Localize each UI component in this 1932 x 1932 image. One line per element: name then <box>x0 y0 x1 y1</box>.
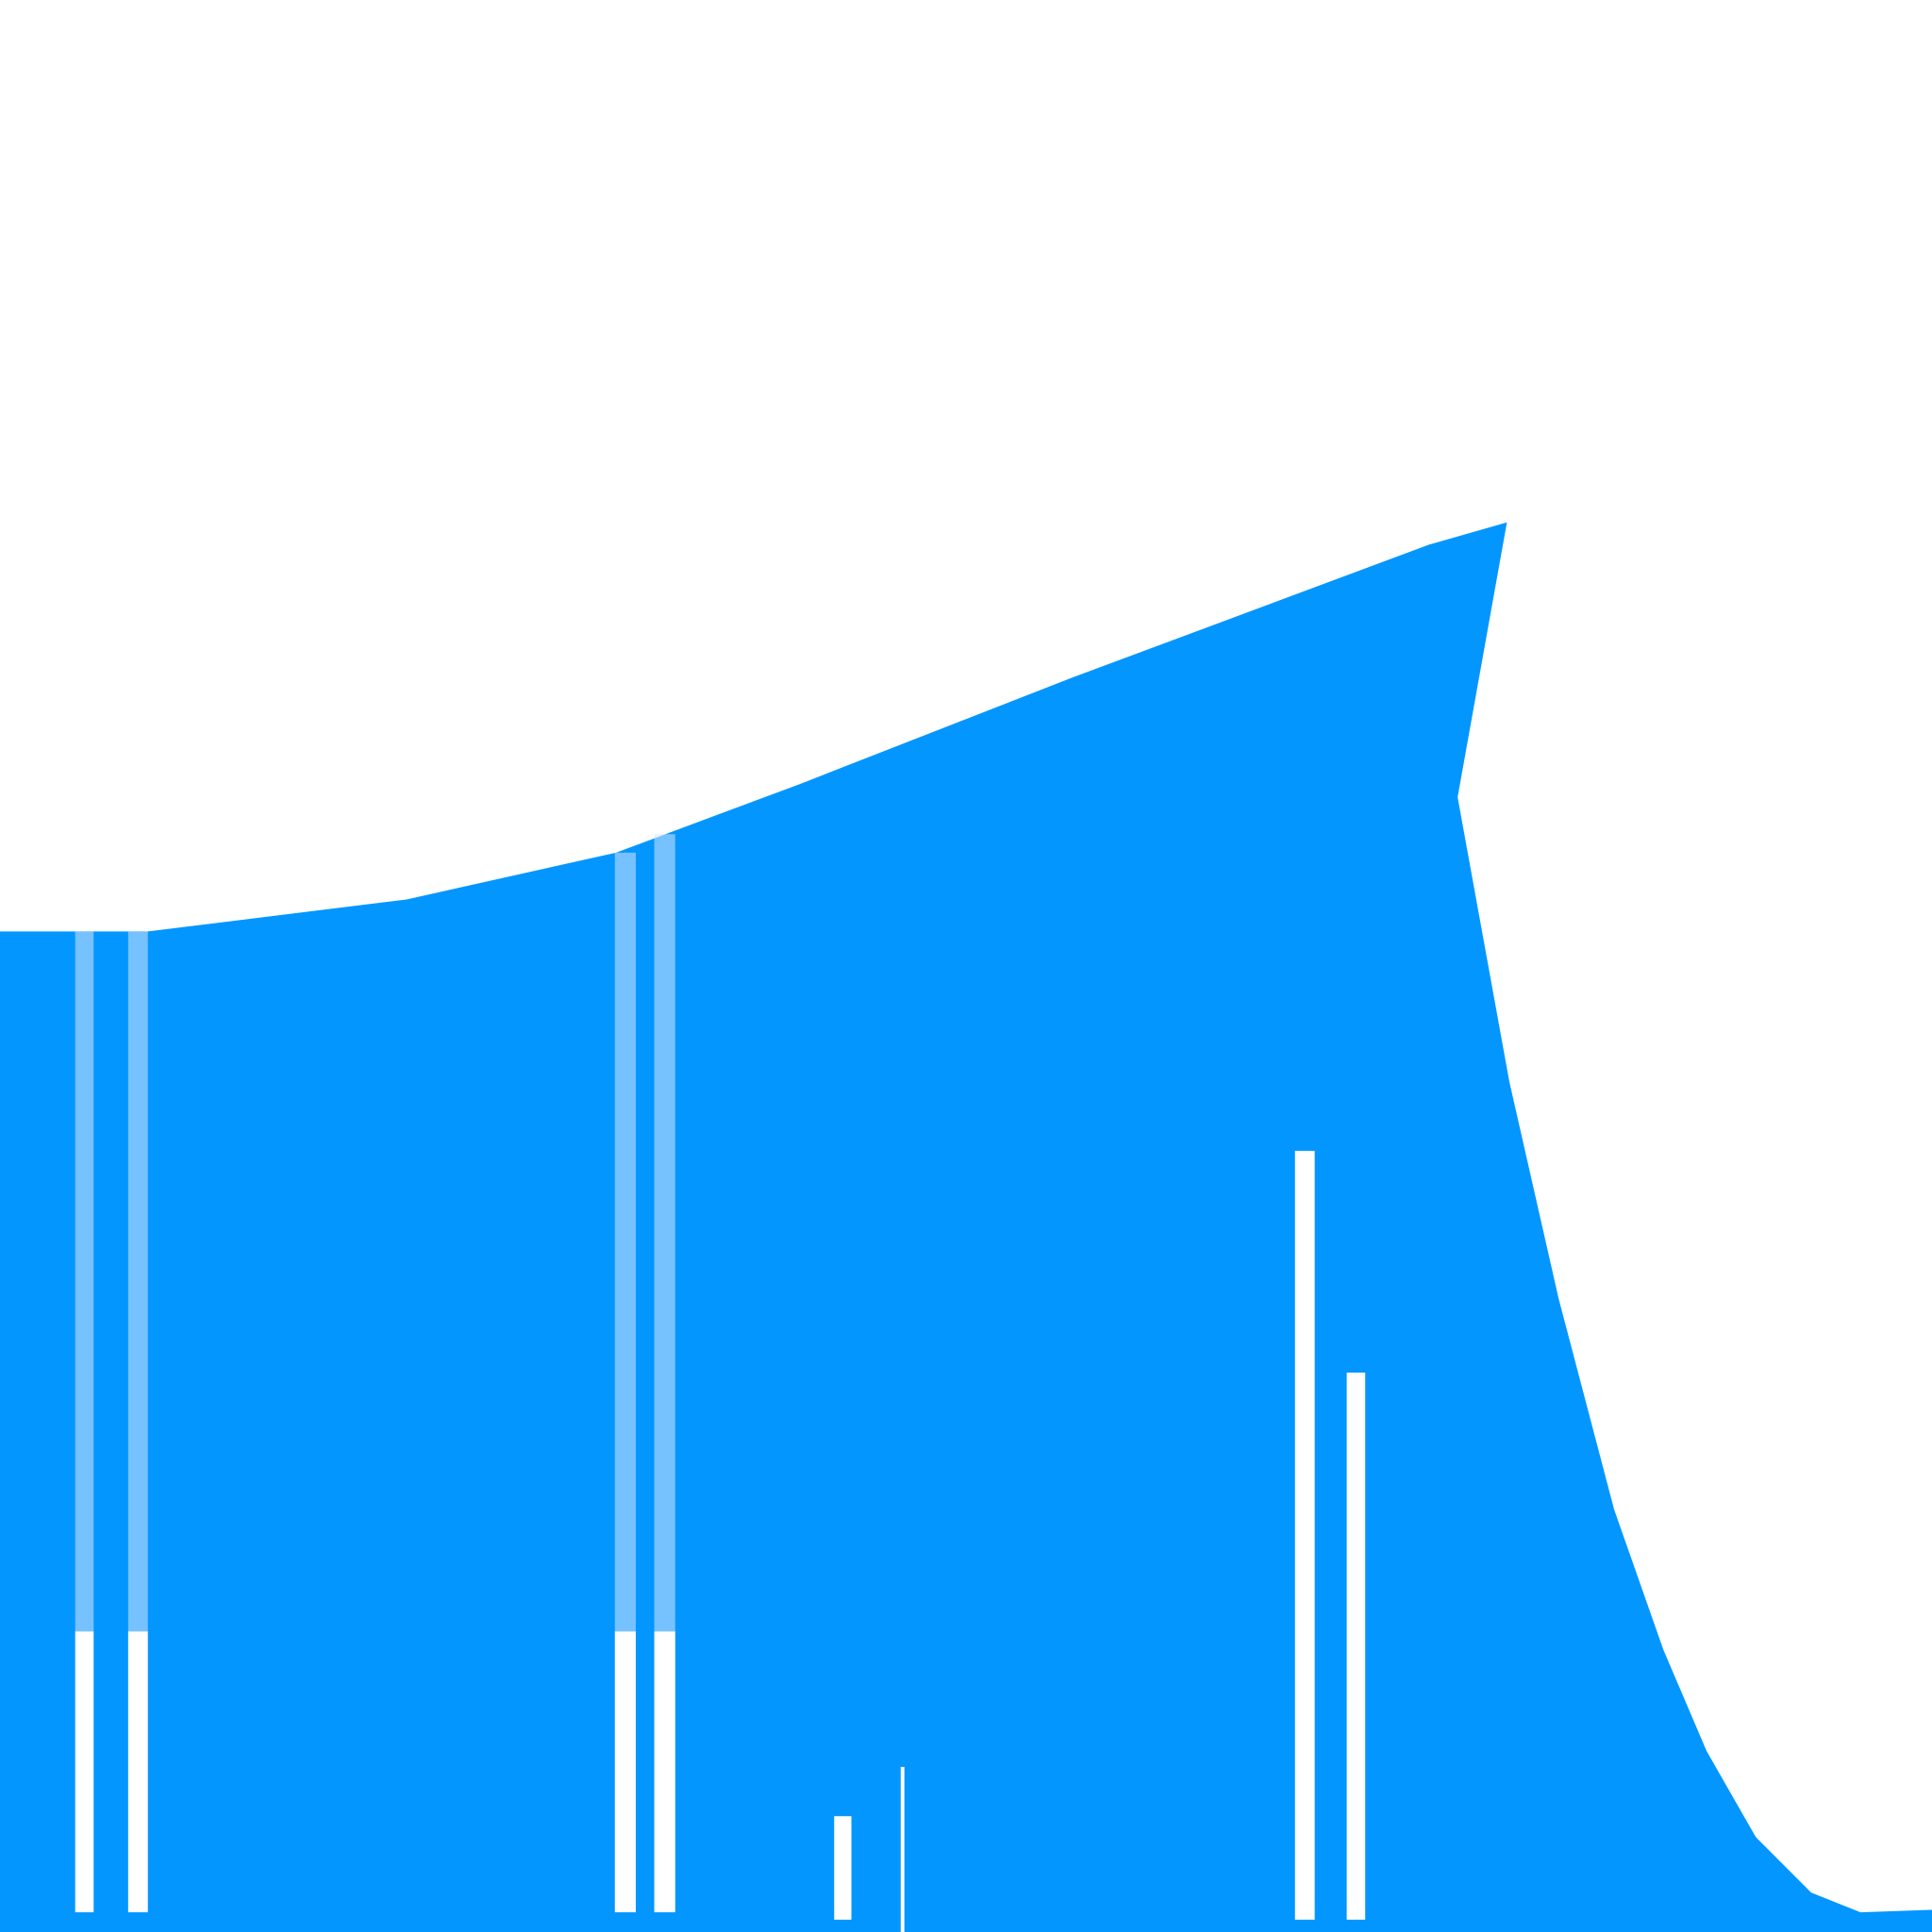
gap-stripe <box>1346 1373 1366 1920</box>
gap-stripe <box>654 1631 675 1913</box>
gap-stripe-faint <box>75 931 94 1632</box>
gap-stripe-faint <box>127 931 148 1632</box>
gap-stripe-faint <box>654 834 675 1632</box>
gap-stripe <box>75 1631 94 1913</box>
gap-stripe <box>834 1816 852 1920</box>
gap-stripe <box>127 1631 148 1913</box>
area-series <box>0 522 1932 1932</box>
gap-stripe-faint <box>614 852 636 1632</box>
gap-stripe <box>900 1766 905 1932</box>
gap-stripe <box>1294 1150 1315 1920</box>
gap-stripe <box>614 1631 636 1913</box>
